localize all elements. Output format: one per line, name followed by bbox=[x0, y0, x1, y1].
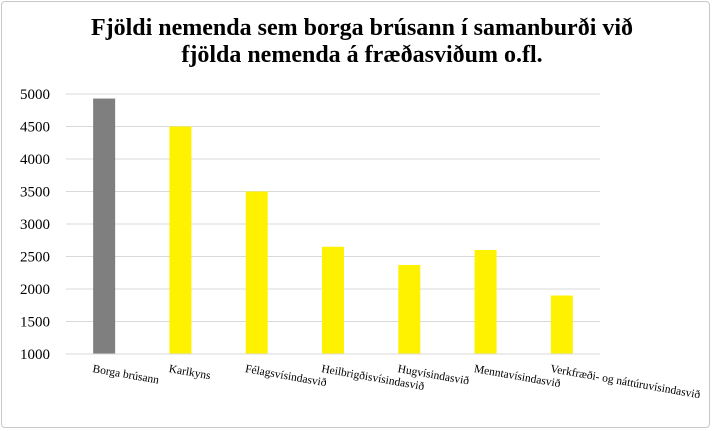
y-tick-label: 4000 bbox=[20, 152, 50, 168]
chart-title-line-2: fjölda nemenda á fræðasviðum o.fl. bbox=[181, 42, 543, 68]
y-tick-label: 3500 bbox=[20, 185, 50, 201]
bar-1 bbox=[169, 126, 192, 354]
y-tick-label: 1000 bbox=[20, 347, 50, 363]
bar-4 bbox=[398, 264, 421, 354]
y-tick-label: 4500 bbox=[20, 120, 50, 136]
bar-5 bbox=[474, 250, 497, 354]
x-tick-label: Verkfræði- og náttúruvísindasvið bbox=[549, 362, 701, 401]
bar-3 bbox=[322, 246, 344, 354]
chart-title-line-1: Fjöldi nemenda sem borga brúsann í saman… bbox=[90, 15, 634, 41]
bar-2 bbox=[245, 191, 268, 354]
x-tick-label: Félagsvísindasvið bbox=[244, 362, 328, 389]
x-tick-label: Borga brúsann bbox=[92, 363, 160, 387]
y-tick-label: 1500 bbox=[20, 315, 50, 331]
y-tick-label: 5000 bbox=[20, 87, 50, 103]
y-tick-label: 2000 bbox=[20, 282, 50, 298]
y-tick-label: 3000 bbox=[20, 217, 50, 233]
bar-0 bbox=[93, 98, 116, 354]
y-tick-label: 2500 bbox=[20, 250, 50, 266]
bar-6 bbox=[550, 295, 573, 354]
x-tick-label: Menntavísindasvið bbox=[473, 362, 562, 390]
chart-title: Fjöldi nemenda sem borga brúsann í saman… bbox=[62, 15, 662, 69]
x-tick-label: Karlkyns bbox=[168, 363, 212, 382]
